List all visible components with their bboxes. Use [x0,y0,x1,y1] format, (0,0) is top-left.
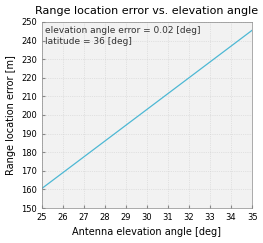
Text: elevation angle error = 0.02 [deg]: elevation angle error = 0.02 [deg] [45,26,200,35]
Title: Range location error vs. elevation angle: Range location error vs. elevation angle [36,6,259,16]
Y-axis label: Range location error [m]: Range location error [m] [6,55,16,175]
X-axis label: Antenna elevation angle [deg]: Antenna elevation angle [deg] [73,227,221,237]
Text: latitude = 36 [deg]: latitude = 36 [deg] [45,37,132,46]
